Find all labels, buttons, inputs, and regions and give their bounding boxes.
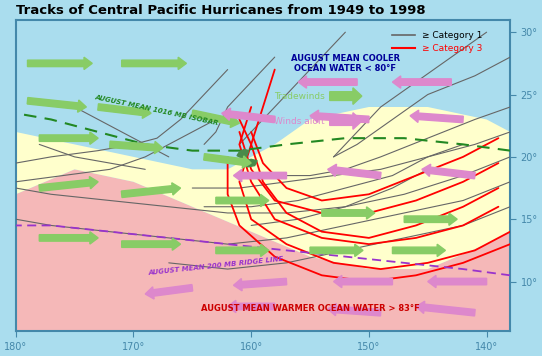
- Polygon shape: [243, 159, 257, 167]
- FancyArrow shape: [410, 110, 463, 123]
- FancyArrow shape: [234, 278, 287, 291]
- Polygon shape: [16, 169, 510, 331]
- FancyArrow shape: [330, 113, 362, 129]
- FancyArrow shape: [28, 57, 92, 69]
- FancyArrow shape: [392, 244, 446, 257]
- FancyArrow shape: [216, 194, 269, 207]
- FancyArrow shape: [333, 276, 392, 288]
- FancyArrow shape: [39, 177, 98, 191]
- Text: AUGUST MEAN WARMER OCEAN WATER > 83°F: AUGUST MEAN WARMER OCEAN WATER > 83°F: [201, 304, 420, 314]
- Polygon shape: [237, 150, 249, 158]
- Text: AUGUST MEAN COOLER
OCEAN WATER < 80°F: AUGUST MEAN COOLER OCEAN WATER < 80°F: [291, 54, 400, 73]
- FancyArrow shape: [122, 238, 180, 250]
- FancyArrow shape: [145, 284, 193, 299]
- FancyArrow shape: [222, 108, 275, 123]
- FancyArrow shape: [310, 110, 369, 123]
- FancyArrow shape: [98, 104, 151, 119]
- FancyArrow shape: [298, 76, 357, 88]
- FancyArrow shape: [228, 300, 275, 313]
- Text: AUGUST MEAN 200 MB RIDGE LINE: AUGUST MEAN 200 MB RIDGE LINE: [148, 256, 284, 276]
- FancyArrow shape: [422, 164, 475, 179]
- Legend: ≥ Category 1, ≥ Category 3: ≥ Category 1, ≥ Category 3: [389, 27, 486, 57]
- FancyArrow shape: [109, 141, 163, 154]
- FancyArrow shape: [216, 244, 269, 257]
- FancyArrow shape: [310, 244, 363, 257]
- Polygon shape: [16, 20, 510, 269]
- FancyArrow shape: [39, 232, 98, 244]
- FancyArrow shape: [330, 88, 362, 104]
- Text: Winds aloft: Winds aloft: [274, 116, 325, 126]
- FancyArrow shape: [192, 110, 240, 127]
- FancyArrow shape: [328, 164, 381, 179]
- FancyArrow shape: [234, 169, 287, 182]
- Text: AUGUST MEAN 1016 MB ISOBAR: AUGUST MEAN 1016 MB ISOBAR: [94, 95, 220, 127]
- FancyArrow shape: [404, 213, 457, 225]
- FancyArrow shape: [39, 132, 98, 144]
- Text: Tracks of Central Pacific Hurricanes from 1949 to 1998: Tracks of Central Pacific Hurricanes fro…: [16, 4, 425, 17]
- FancyArrow shape: [27, 98, 86, 112]
- Text: Tradewinds: Tradewinds: [274, 91, 325, 101]
- FancyArrow shape: [322, 207, 375, 219]
- FancyArrow shape: [328, 303, 381, 316]
- FancyArrow shape: [122, 57, 186, 69]
- FancyArrow shape: [121, 183, 180, 198]
- FancyArrow shape: [392, 76, 451, 88]
- FancyArrow shape: [416, 301, 475, 316]
- FancyArrow shape: [428, 276, 487, 288]
- FancyArrow shape: [204, 154, 251, 168]
